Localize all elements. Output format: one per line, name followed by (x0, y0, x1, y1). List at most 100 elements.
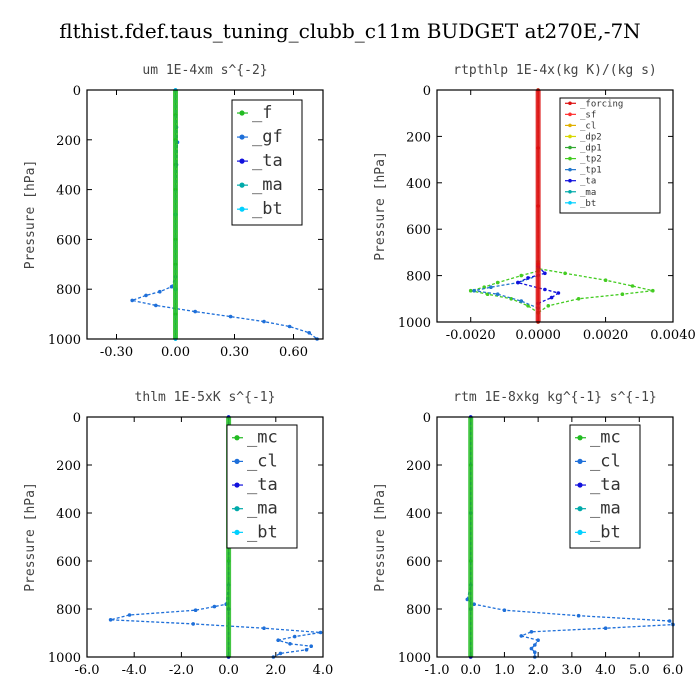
legend-label: _tp2 (580, 155, 602, 165)
legend-marker (239, 110, 245, 116)
x-tick-label: -0.30 (100, 345, 133, 360)
data-point (502, 608, 507, 612)
series-line-tp1 (473, 274, 539, 309)
data-point (543, 287, 547, 292)
plot-frame (436, 416, 674, 658)
y-tick-label: 0 (423, 84, 431, 99)
data-point (667, 619, 672, 623)
legend-label: _tp1 (580, 166, 602, 176)
legend-marker (568, 145, 572, 150)
legend-label: _ta (247, 475, 278, 495)
legend-label: _sf (580, 110, 596, 120)
x-tick-label: 3.0 (562, 663, 583, 678)
data-point (465, 597, 470, 602)
legend-label: _ma (590, 499, 621, 519)
legend-marker (568, 123, 572, 128)
y-tick-label: 800 (406, 270, 431, 285)
legend-marker (568, 167, 572, 172)
data-point (127, 613, 132, 617)
legend-marker (234, 506, 240, 512)
legend-label: _ta (590, 475, 621, 495)
y-tick-label: 400 (406, 177, 431, 192)
legend-marker (577, 435, 583, 441)
legend-label: _bt (252, 199, 283, 219)
y-tick-label: 200 (56, 134, 81, 149)
data-point (292, 634, 297, 639)
x-tick-label: 4.0 (313, 663, 334, 678)
data-point (529, 646, 534, 651)
y-tick-label: 0 (73, 411, 81, 426)
x-tick-label: 0.0000 (515, 328, 561, 343)
y-tick-label: 600 (56, 233, 81, 248)
y-tick-label: 0 (423, 411, 431, 426)
legend-label: _forcing (580, 99, 623, 109)
legend-label: _ta (252, 151, 283, 171)
data-point (576, 297, 581, 301)
y-axis-label: Pressure [hPa] (373, 151, 388, 261)
data-point (193, 608, 198, 612)
data-point (154, 303, 158, 308)
x-tick-label: -6.0 (74, 663, 99, 678)
y-tick-label: 1000 (48, 651, 81, 666)
legend-label: _cl (247, 451, 278, 471)
x-tick-label: -2.0 (169, 663, 194, 678)
data-point (228, 314, 233, 319)
legend-label: _bt (580, 199, 596, 209)
y-tick-label: 800 (56, 603, 81, 618)
y-tick-label: 200 (406, 459, 431, 474)
data-point (620, 292, 625, 297)
y-tick-label: 800 (406, 603, 431, 618)
data-point (603, 278, 608, 283)
data-point (526, 276, 530, 280)
panel-title: um 1E-4xm s^{-2} (142, 63, 267, 78)
y-tick-label: 600 (56, 555, 81, 570)
data-point (276, 638, 281, 642)
legend-marker (577, 529, 583, 535)
legend-marker (234, 458, 240, 464)
data-point (556, 291, 561, 295)
y-tick-label: 600 (406, 555, 431, 570)
data-point (318, 630, 323, 635)
data-point (536, 638, 540, 642)
data-point (516, 280, 520, 285)
y-tick-label: 1000 (398, 651, 431, 666)
data-point (472, 288, 476, 293)
legend-marker (239, 134, 245, 140)
x-tick-label: -4.0 (122, 663, 147, 678)
data-point (468, 288, 473, 293)
legend-box (559, 97, 661, 214)
legend-marker (239, 182, 245, 188)
y-tick-label: 1000 (398, 316, 431, 331)
data-point (549, 295, 554, 300)
data-point (546, 304, 551, 308)
x-tick-label: 2.0 (528, 663, 549, 678)
x-tick-label: 0.0 (460, 663, 481, 678)
data-point (543, 271, 547, 276)
data-point (603, 626, 608, 630)
x-tick-label: 5.0 (629, 663, 650, 678)
legend-label: _dp2 (580, 132, 602, 142)
legend-label: _ma (252, 175, 283, 195)
legend: _f _gf _ta _ma _bt (231, 99, 303, 226)
legend: _mc _cl _ta _ma _bt (226, 424, 298, 549)
data-point (309, 644, 314, 648)
legend-label: _cl (590, 451, 621, 471)
data-point (193, 309, 197, 314)
chart-panel-4: rtm 1E-8xkg kg^{-1} s^{-1} Pressure [hPa]… (373, 390, 683, 678)
data-point (563, 271, 567, 276)
data-point (278, 651, 283, 656)
x-tick-label: -1.0 (424, 663, 449, 678)
data-point (288, 642, 292, 646)
y-tick-label: 400 (406, 507, 431, 522)
data-point (307, 331, 312, 335)
zero-profile-band (173, 90, 178, 339)
y-tick-label: 600 (406, 223, 431, 238)
data-point (519, 299, 524, 303)
panel-title: rtm 1E-8xkg kg^{-1} s^{-1} (453, 390, 657, 405)
legend-label: _mc (590, 428, 621, 448)
x-tick-label: 6.0 (663, 663, 684, 678)
y-tick-label: 400 (56, 507, 81, 522)
legend-marker (234, 529, 240, 535)
legend-marker (234, 435, 240, 441)
chart-panel-1: um 1E-4xm s^{-2} Pressure [hPa] 0 200 400 600… (23, 63, 324, 360)
